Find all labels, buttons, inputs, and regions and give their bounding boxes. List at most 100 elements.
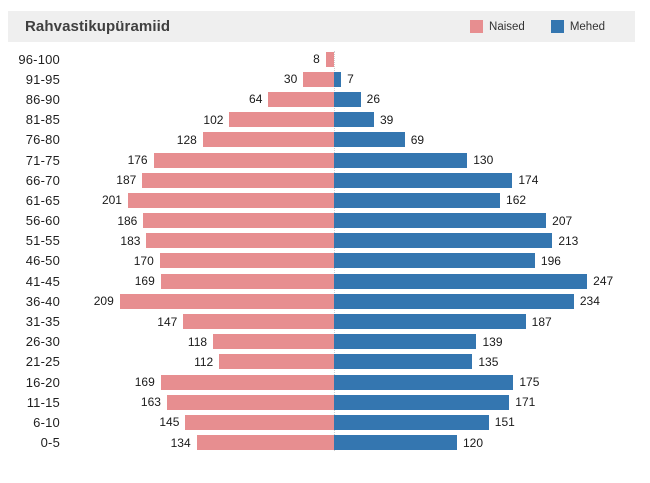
age-group-label: 86-90 bbox=[25, 91, 60, 107]
left-half: 145 bbox=[60, 412, 334, 432]
naised-bar[interactable] bbox=[119, 293, 334, 309]
mehed-bar[interactable] bbox=[334, 213, 547, 229]
right-half: 175 bbox=[334, 372, 650, 392]
pyramid-row: 81-85 102 39 bbox=[0, 110, 650, 130]
naised-bar[interactable] bbox=[303, 71, 334, 87]
mehed-bar[interactable] bbox=[334, 132, 405, 148]
mehed-bar[interactable] bbox=[334, 334, 477, 350]
naised-bar[interactable] bbox=[143, 213, 334, 229]
right-half: 162 bbox=[334, 190, 650, 210]
right-half: 39 bbox=[334, 110, 650, 130]
naised-value-label: 147 bbox=[157, 314, 178, 329]
right-half: 69 bbox=[334, 130, 650, 150]
pyramid-row: 51-55 183 213 bbox=[0, 231, 650, 251]
mehed-value-label: 130 bbox=[473, 153, 494, 168]
age-group-label: 16-20 bbox=[25, 374, 60, 390]
naised-bar[interactable] bbox=[229, 112, 334, 128]
right-half: 130 bbox=[334, 150, 650, 170]
mehed-bar[interactable] bbox=[334, 293, 574, 309]
pyramid-row: 61-65 201 162 bbox=[0, 190, 650, 210]
age-group-label: 31-35 bbox=[25, 314, 60, 330]
left-half: 30 bbox=[60, 69, 334, 89]
naised-bar[interactable] bbox=[146, 233, 334, 249]
mehed-value-label: 120 bbox=[463, 435, 484, 450]
pyramid-row: 86-90 64 26 bbox=[0, 89, 650, 109]
mehed-value-label: 174 bbox=[518, 173, 539, 188]
mehed-value-label: 213 bbox=[558, 233, 579, 248]
age-group-label: 41-45 bbox=[25, 273, 60, 289]
right-half: 135 bbox=[334, 352, 650, 372]
naised-bar[interactable] bbox=[268, 91, 334, 107]
naised-bar[interactable] bbox=[159, 253, 334, 269]
mehed-bar[interactable] bbox=[334, 354, 473, 370]
naised-bar[interactable] bbox=[183, 314, 334, 330]
right-half: 139 bbox=[334, 332, 650, 352]
pyramid-rows: 96-100 8 91-95 30 7 86-90 64 26 bbox=[0, 49, 650, 453]
age-group-label: 76-80 bbox=[25, 132, 60, 148]
naised-bar[interactable] bbox=[166, 394, 334, 410]
pyramid-row: 66-70 187 174 bbox=[0, 170, 650, 190]
right-half: 187 bbox=[334, 311, 650, 331]
mehed-bar[interactable] bbox=[334, 314, 526, 330]
mehed-bar[interactable] bbox=[334, 435, 457, 451]
mehed-bar[interactable] bbox=[334, 273, 588, 289]
right-half: 247 bbox=[334, 271, 650, 291]
naised-bar[interactable] bbox=[325, 51, 334, 67]
naised-value-label: 209 bbox=[93, 294, 114, 309]
age-group-label: 66-70 bbox=[25, 172, 60, 188]
naised-value-label: 169 bbox=[134, 274, 155, 289]
mehed-value-label: 135 bbox=[478, 354, 499, 369]
naised-value-label: 134 bbox=[170, 435, 191, 450]
naised-bar[interactable] bbox=[160, 273, 334, 289]
legend-item-label: Mehed bbox=[569, 20, 605, 33]
naised-value-label: 118 bbox=[187, 334, 208, 349]
naised-bar[interactable] bbox=[196, 435, 334, 451]
naised-bar[interactable] bbox=[142, 172, 334, 188]
mehed-bar[interactable] bbox=[334, 112, 374, 128]
left-half: 209 bbox=[60, 291, 334, 311]
age-group-label: 56-60 bbox=[25, 213, 60, 229]
naised-bar[interactable] bbox=[213, 334, 334, 350]
mehed-bar[interactable] bbox=[334, 414, 489, 430]
mehed-bar[interactable] bbox=[334, 152, 468, 168]
mehed-bar[interactable] bbox=[334, 233, 553, 249]
age-group-label: 21-25 bbox=[25, 354, 60, 370]
mehed-bar[interactable] bbox=[334, 91, 361, 107]
left-half: 170 bbox=[60, 251, 334, 271]
left-half: 169 bbox=[60, 372, 334, 392]
age-group-label: 96-100 bbox=[18, 51, 60, 67]
age-group-label: 26-30 bbox=[25, 334, 60, 350]
legend-item[interactable]: Naised bbox=[470, 20, 525, 33]
left-half: 128 bbox=[60, 130, 334, 150]
mehed-bar[interactable] bbox=[334, 172, 513, 188]
age-group-label: 0-5 bbox=[40, 435, 60, 451]
mehed-value-label: 151 bbox=[494, 415, 515, 430]
naised-bar[interactable] bbox=[127, 192, 334, 208]
chart-area: 96-100 8 91-95 30 7 86-90 64 26 bbox=[0, 49, 650, 453]
mehed-value-label: 196 bbox=[540, 253, 561, 268]
mehed-bar[interactable] bbox=[334, 394, 510, 410]
mehed-bar[interactable] bbox=[334, 192, 501, 208]
naised-value-label: 163 bbox=[140, 395, 161, 410]
naised-bar[interactable] bbox=[185, 414, 334, 430]
naised-value-label: 176 bbox=[127, 153, 148, 168]
left-half: 64 bbox=[60, 89, 334, 109]
naised-bar[interactable] bbox=[219, 354, 334, 370]
pyramid-row: 16-20 169 175 bbox=[0, 372, 650, 392]
naised-bar[interactable] bbox=[153, 152, 334, 168]
age-group-label: 11-15 bbox=[26, 394, 60, 410]
naised-bar[interactable] bbox=[202, 132, 334, 148]
mehed-bar[interactable] bbox=[334, 253, 535, 269]
naised-value-label: 201 bbox=[101, 193, 122, 208]
age-group-label: 51-55 bbox=[25, 233, 60, 249]
naised-bar[interactable] bbox=[160, 374, 334, 390]
naised-value-label: 30 bbox=[283, 72, 298, 87]
mehed-bar[interactable] bbox=[334, 374, 514, 390]
age-group-label: 36-40 bbox=[25, 293, 60, 309]
naised-value-label: 112 bbox=[194, 354, 214, 369]
mehed-value-label: 139 bbox=[482, 334, 503, 349]
legend-item[interactable]: Mehed bbox=[550, 20, 605, 33]
right-half: 174 bbox=[334, 170, 650, 190]
mehed-bar[interactable] bbox=[334, 71, 342, 87]
